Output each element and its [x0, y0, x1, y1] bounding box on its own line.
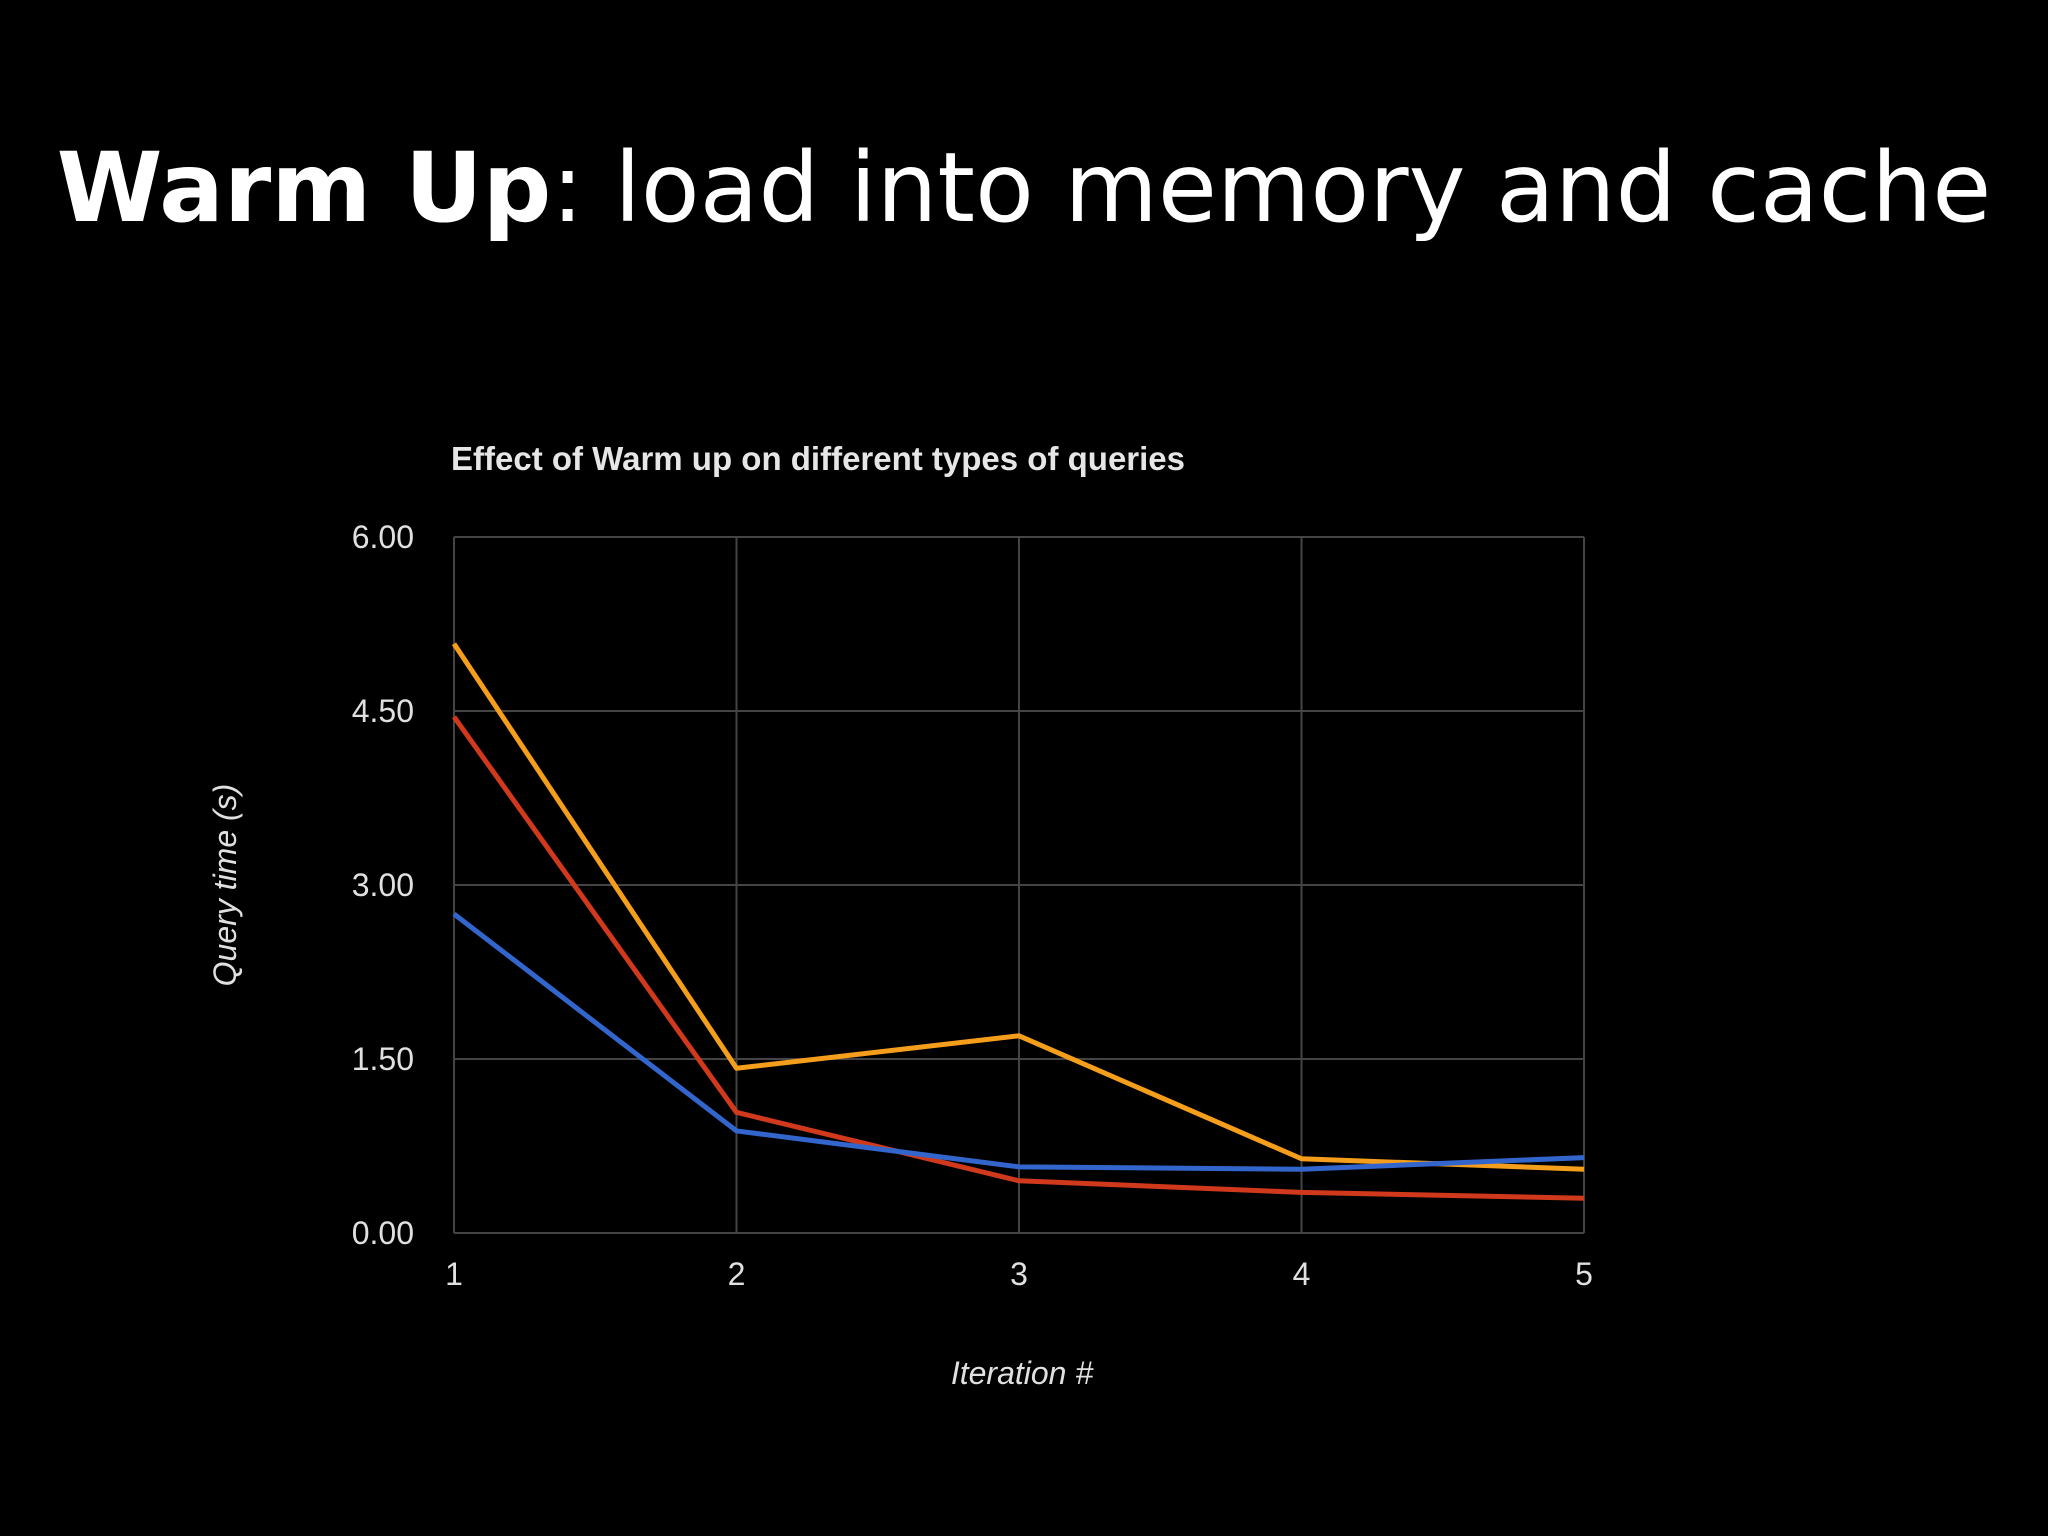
y-tick-label: 4.50 — [352, 693, 414, 729]
slide-title-bold: Warm Up — [56, 132, 552, 244]
tick-labels: 0.00 1.50 3.00 4.50 6.00 1 2 3 4 5 — [352, 519, 1593, 1292]
y-tick-label: 6.00 — [352, 519, 414, 555]
series-line-3 — [452, 912, 1585, 1172]
x-tick-label: 3 — [1010, 1256, 1028, 1292]
chart-title: Effect of Warm up on different types of … — [451, 440, 1185, 477]
x-axis-label: Iteration # — [951, 1355, 1095, 1391]
y-tick-label: 1.50 — [352, 1041, 414, 1077]
x-tick-label: 5 — [1575, 1256, 1593, 1292]
x-tick-label: 4 — [1293, 1256, 1311, 1292]
grid — [453, 536, 1585, 1234]
slide-title-rest: : load into memory and cache — [551, 132, 1992, 244]
series-line-1 — [451, 642, 1585, 1172]
slide-title: Warm Up: load into memory and cache — [0, 128, 2048, 248]
x-tick-label: 1 — [445, 1256, 463, 1292]
y-tick-label: 0.00 — [352, 1215, 414, 1251]
series-layer — [451, 642, 1585, 1201]
series-line-2 — [451, 715, 1585, 1201]
x-tick-label: 2 — [728, 1256, 746, 1292]
y-axis-label: Query time (s) — [207, 784, 243, 987]
y-tick-label: 3.00 — [352, 867, 414, 903]
